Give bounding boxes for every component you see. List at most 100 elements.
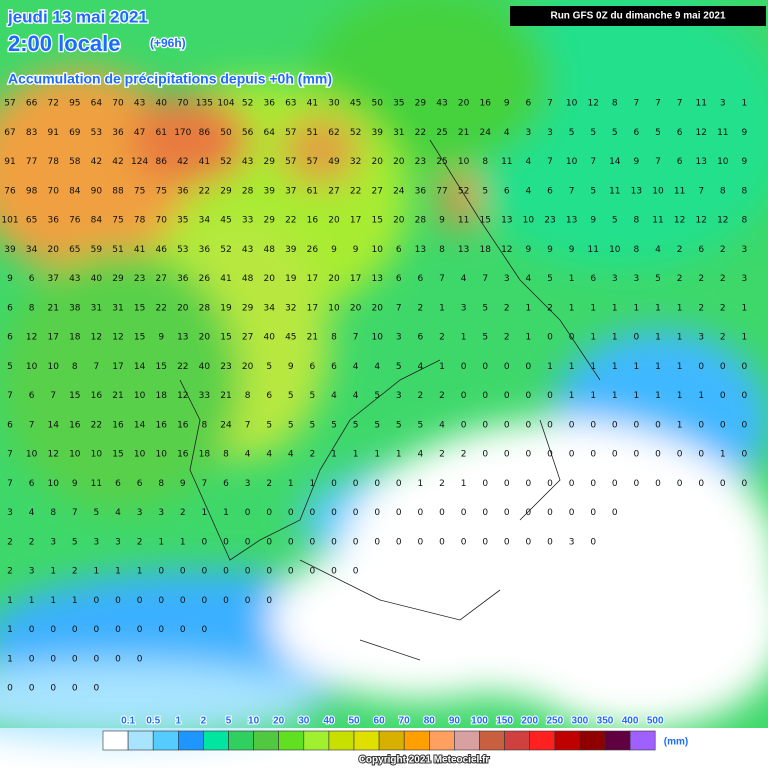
grid-value: 21	[307, 333, 318, 343]
grid-value: 11	[501, 157, 512, 167]
grid-value: 13	[501, 216, 512, 226]
grid-value: 5	[310, 420, 316, 430]
grid-value: 0	[655, 479, 661, 489]
grid-value: 20	[371, 303, 383, 313]
grid-value: 0	[504, 391, 510, 401]
grid-value: 0	[266, 596, 272, 606]
grid-value: 39	[263, 186, 275, 196]
grid-value: 65	[26, 216, 37, 226]
grid-value: 0	[245, 567, 251, 577]
grid-value: 7	[698, 186, 704, 196]
grid-value: 43	[69, 274, 80, 284]
grid-value: 1	[742, 303, 748, 313]
grid-value: 12	[717, 216, 728, 226]
grid-value: 7	[655, 157, 661, 167]
grid-value: 1	[7, 596, 13, 606]
legend-swatch	[152, 730, 179, 751]
grid-value: 0	[94, 625, 100, 635]
grid-value: 12	[112, 333, 123, 343]
grid-value: 5	[569, 128, 575, 138]
grid-value: 0	[482, 391, 488, 401]
grid-value: 11	[609, 186, 620, 196]
grid-value: 0	[439, 537, 445, 547]
grid-value: 0	[374, 537, 380, 547]
grid-value: 6	[266, 391, 272, 401]
copyright: Copyright 2021 Meteociel.fr	[359, 755, 490, 766]
date: jeudi 13 mai 2021	[7, 7, 148, 26]
grid-value: 1	[655, 303, 661, 313]
grid-value: 7	[396, 303, 402, 313]
grid-value: 88	[112, 186, 124, 196]
grid-value: 16	[91, 391, 103, 401]
grid-value: 9	[526, 245, 532, 255]
grid-value: 24	[479, 128, 491, 138]
grid-value: 6	[29, 479, 35, 489]
grid-value: 25	[436, 128, 447, 138]
grid-value: 1	[180, 537, 186, 547]
grid-value: 20	[328, 274, 340, 284]
grid-value: 34	[26, 245, 38, 255]
grid-value: 1	[396, 450, 402, 460]
grid-value: 16	[479, 99, 491, 109]
grid-value: 10	[69, 450, 81, 460]
grid-value: 0	[569, 479, 575, 489]
grid-value: 0	[720, 420, 726, 430]
grid-value: 0	[115, 625, 121, 635]
grid-value: 17	[350, 274, 361, 284]
grid-value: 57	[307, 157, 318, 167]
grid-value: 0	[504, 420, 510, 430]
grid-value: 70	[177, 99, 189, 109]
grid-value: 48	[242, 274, 254, 284]
grid-value: 0	[353, 537, 359, 547]
grid-value: 28	[242, 186, 254, 196]
grid-value: 1	[50, 596, 56, 606]
grid-value: 4	[115, 508, 121, 518]
grid-value: 1	[720, 450, 726, 460]
grid-value: 4	[331, 391, 337, 401]
grid-value: 58	[69, 157, 81, 167]
grid-value: 15	[479, 216, 490, 226]
grid-value: 4	[245, 450, 251, 460]
grid-value: 9	[7, 274, 13, 284]
grid-value: 5	[396, 362, 402, 372]
grid-value: 6	[223, 479, 229, 489]
grid-value: 5	[331, 420, 337, 430]
grid-value: 3	[94, 537, 100, 547]
grid-value: 5	[482, 333, 488, 343]
grid-value: 0	[158, 567, 164, 577]
grid-value: 8	[223, 450, 229, 460]
grid-value: 30	[328, 99, 340, 109]
grid-value: 0	[590, 450, 596, 460]
grid-value: 2	[439, 333, 445, 343]
grid-value: 0	[288, 508, 294, 518]
grid-value: 6	[115, 479, 121, 489]
grid-value: 13	[177, 333, 188, 343]
grid-value: 1	[677, 420, 683, 430]
grid-value: 1	[288, 479, 294, 489]
grid-value: 9	[158, 333, 164, 343]
legend-swatch	[203, 730, 229, 751]
grid-value: 0	[50, 654, 56, 664]
legend-swatch	[529, 730, 556, 751]
grid-value: 6	[396, 245, 402, 255]
grid-value: 0	[482, 420, 488, 430]
grid-value: 1	[158, 537, 164, 547]
grid-value: 33	[199, 391, 210, 401]
grid-value: 7	[482, 274, 488, 284]
grid-value: 20	[393, 216, 405, 226]
grid-value: 1	[461, 333, 467, 343]
grid-value: 0	[7, 684, 13, 694]
legend-label: 500	[647, 716, 664, 727]
grid-value: 0	[115, 654, 121, 664]
grid-value: 17	[112, 362, 123, 372]
grid-value: 34	[199, 216, 211, 226]
grid-value: 10	[47, 362, 59, 372]
grid-value: 5	[612, 128, 618, 138]
grid-value: 5	[655, 274, 661, 284]
grid-value: 0	[482, 450, 488, 460]
grid-value: 1	[569, 391, 575, 401]
grid-value: 42	[177, 157, 188, 167]
grid-value: 83	[26, 128, 37, 138]
grid-value: 36	[177, 274, 189, 284]
grid-value: 39	[4, 245, 16, 255]
